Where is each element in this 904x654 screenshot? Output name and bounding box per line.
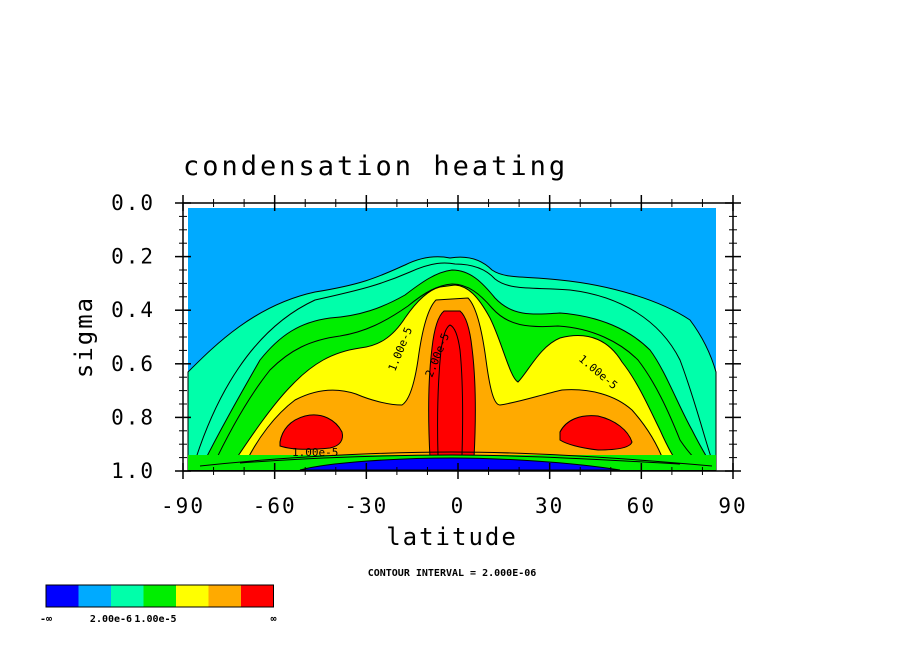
colorbar-frame <box>45 584 274 608</box>
x-axis-ticks: -90 -60 -30 0 30 60 90 <box>161 195 747 518</box>
contour-green-inner <box>211 283 707 469</box>
x-tick-label: -60 <box>253 494 297 518</box>
colorbar-label: 2.00e-6 <box>90 614 132 625</box>
colorbar-label: ∞ <box>270 614 276 625</box>
contour-interval-note: CONTOUR INTERVAL = 2.000E-06 <box>368 568 537 579</box>
plot-area: 1.00e-5 2.00e-5 1.00e-5 1.00e-5 <box>182 202 734 472</box>
colorbar-swatch <box>208 585 241 607</box>
x-tick-label: 30 <box>535 494 564 518</box>
colorbar-swatch <box>241 585 274 607</box>
colorbar: -∞ 2.00e-6 1.00e-5 ∞ <box>40 584 277 625</box>
y-tick-label: 0.6 <box>111 352 155 376</box>
x-tick-label: -90 <box>161 494 205 518</box>
x-tick-label: 0 <box>451 494 466 518</box>
x-tick-label: 90 <box>718 494 747 518</box>
colorbar-swatch <box>111 585 144 607</box>
colorbar-label: -∞ <box>40 614 52 625</box>
x-tick-label: -30 <box>344 494 388 518</box>
colorbar-swatch <box>78 585 111 607</box>
contour-label: 1.00e-5 <box>292 446 338 459</box>
colorbar-label: 1.00e-5 <box>134 614 176 625</box>
band-red-north <box>559 415 633 451</box>
y-tick-label: 0.0 <box>111 191 155 215</box>
y-tick-label: 0.4 <box>111 298 155 322</box>
contour-surface-lines <box>199 451 713 467</box>
band-blue-surface <box>299 457 621 471</box>
y-tick-label: 0.2 <box>111 245 155 269</box>
band-red-equatorial <box>428 310 476 459</box>
x-axis-label: latitude <box>386 523 518 551</box>
contour-red-inner <box>437 324 464 456</box>
colorbar-swatch <box>46 585 79 607</box>
y-tick-label: 0.8 <box>111 405 155 429</box>
y-tick-label: 1.0 <box>111 459 155 483</box>
x-tick-label: 60 <box>627 494 656 518</box>
colorbar-swatch <box>176 585 209 607</box>
y-axis-ticks: 0.0 0.2 0.4 0.6 0.8 1.0 <box>111 191 741 483</box>
contour-aqua-inner <box>195 262 713 461</box>
y-axis-label: sigma <box>70 296 98 378</box>
colorbar-swatch <box>143 585 176 607</box>
band-red-south <box>279 414 343 450</box>
chart-title: condensation heating <box>183 151 568 182</box>
